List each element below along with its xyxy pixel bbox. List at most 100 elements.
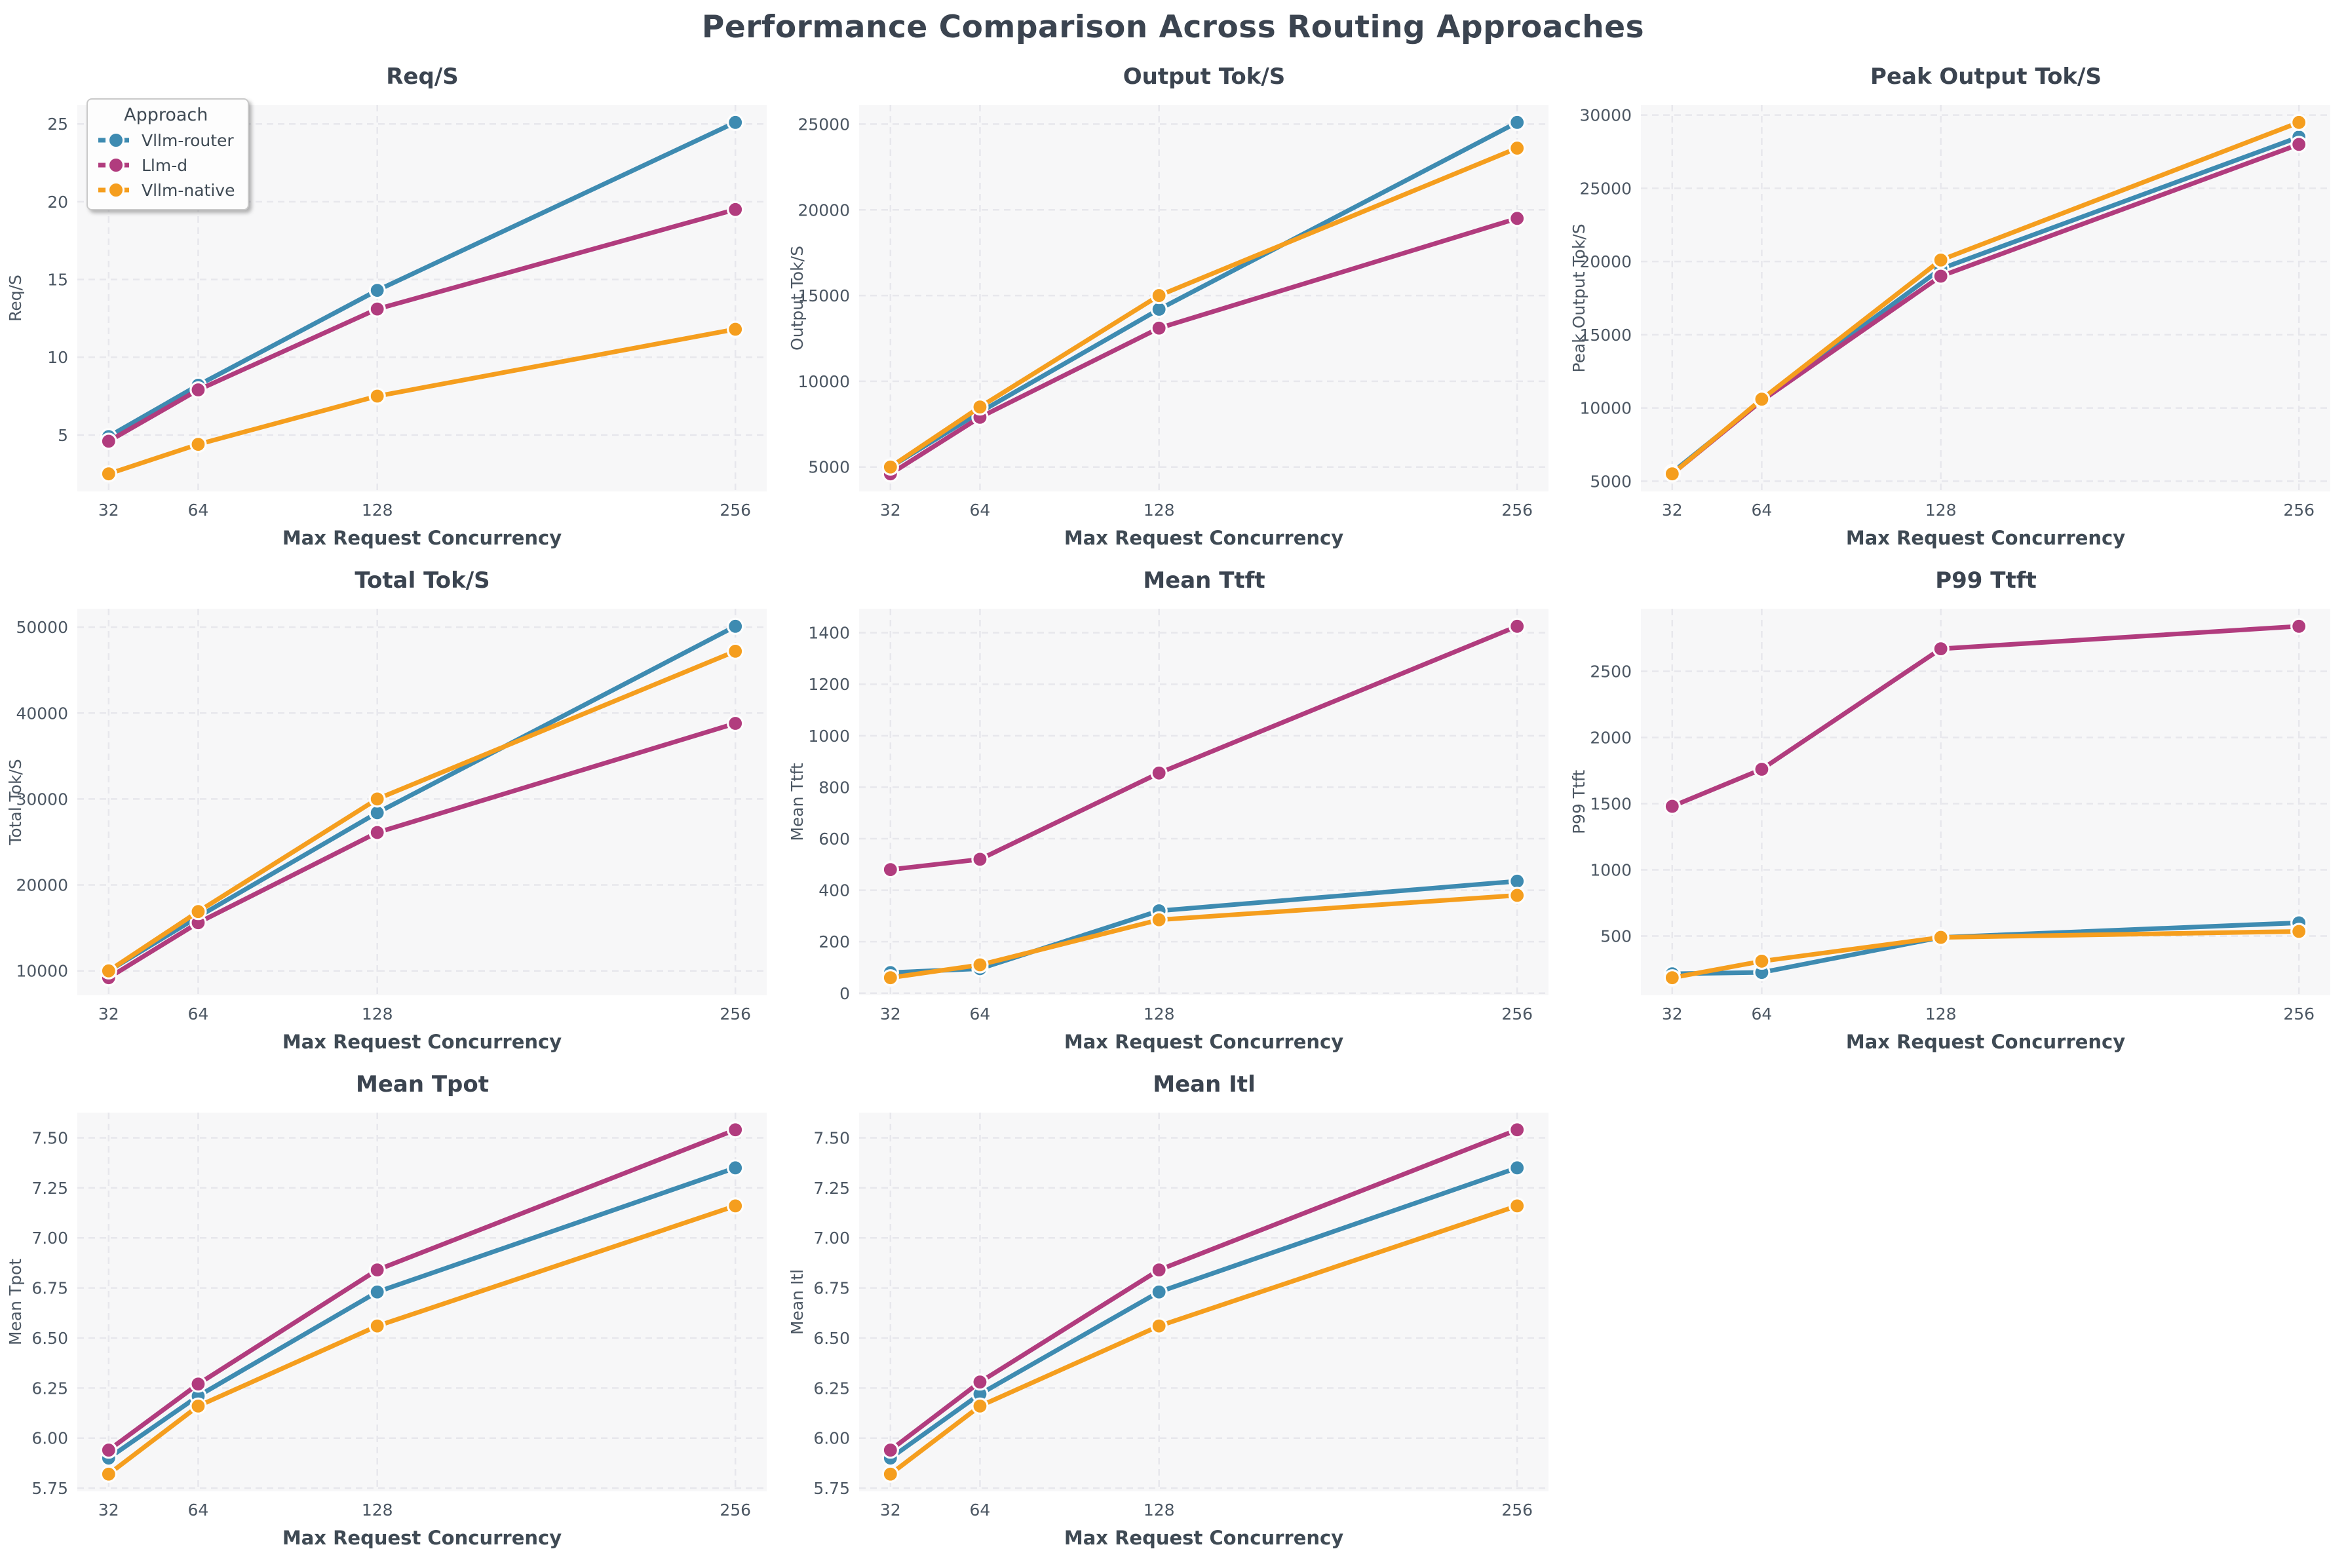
chart-title: Output Tok/S — [1123, 64, 1286, 90]
svg-text:30000: 30000 — [16, 790, 68, 809]
data-point — [727, 320, 744, 338]
svg-text:6.50: 6.50 — [813, 1329, 850, 1348]
legend-item-vllm-router: Vllm-router — [97, 128, 235, 153]
svg-text:7.50: 7.50 — [813, 1128, 850, 1147]
gridlines — [1641, 105, 2330, 491]
data-point — [881, 1465, 899, 1483]
svg-text:1000: 1000 — [1590, 861, 1632, 880]
plot-area — [859, 609, 1548, 995]
svg-text:64: 64 — [1752, 501, 1773, 520]
tick-labels: 32 64 128 256 5000 10000 15000 20000 25000 — [798, 115, 1533, 520]
series-vllm-native — [100, 1197, 744, 1483]
svg-text:256: 256 — [720, 1501, 751, 1520]
svg-text:128: 128 — [1144, 1501, 1175, 1520]
svg-text:6.75: 6.75 — [31, 1279, 68, 1298]
svg-text:25000: 25000 — [798, 115, 850, 134]
chart-mean-ttft: Mean Ttft 32 64 128 256 0 200 400 600 800 1000 120… — [782, 559, 1564, 1063]
svg-text:64: 64 — [1752, 1004, 1773, 1023]
svg-text:64: 64 — [188, 501, 209, 520]
data-point — [100, 432, 117, 450]
svg-text:10: 10 — [47, 348, 68, 367]
svg-text:32: 32 — [880, 1004, 901, 1023]
svg-text:32: 32 — [1662, 1004, 1683, 1023]
svg-text:64: 64 — [188, 1501, 209, 1520]
svg-text:25000: 25000 — [1579, 179, 1632, 198]
series-vllm-native — [100, 642, 744, 980]
svg-text:5000: 5000 — [1590, 472, 1632, 491]
svg-text:20000: 20000 — [798, 201, 850, 220]
data-point — [971, 1397, 989, 1415]
data-point — [189, 1397, 207, 1415]
data-point — [189, 381, 207, 399]
svg-text:400: 400 — [818, 881, 850, 900]
legend-label-vllm-router: Vllm-router — [142, 130, 234, 150]
x-axis-label: Max Request Concurrency — [1064, 1031, 1343, 1053]
chart-grid: Req/S 32 64 128 256 5 10 15 20 25 Max Request Con… — [0, 55, 2345, 1567]
legend-item-llm-d: Llm-d — [97, 153, 235, 178]
svg-text:7.00: 7.00 — [31, 1229, 68, 1248]
data-point — [1663, 465, 1681, 483]
data-point — [727, 1197, 744, 1215]
vllm-router-marker-icon — [98, 132, 134, 149]
svg-text:32: 32 — [98, 1501, 119, 1520]
svg-text:20000: 20000 — [1579, 252, 1632, 271]
svg-text:6.00: 6.00 — [31, 1429, 68, 1448]
svg-text:10000: 10000 — [798, 372, 850, 391]
chart-title: Mean Tpot — [355, 1071, 490, 1098]
svg-text:10000: 10000 — [1579, 399, 1632, 418]
series-vllm-native — [881, 139, 1526, 476]
chart-peak-output-tok-s: Peak Output Tok/S 32 64 128 256 5000 10000 150… — [1564, 55, 2345, 559]
gridlines — [859, 609, 1548, 995]
svg-text:32: 32 — [98, 501, 119, 520]
svg-text:20: 20 — [47, 193, 68, 212]
svg-text:7.25: 7.25 — [813, 1179, 850, 1198]
data-point — [100, 1465, 117, 1483]
data-point — [1509, 113, 1526, 131]
svg-text:10000: 10000 — [16, 962, 68, 981]
svg-text:7.50: 7.50 — [31, 1128, 68, 1147]
llm-d-marker-icon — [98, 157, 134, 174]
svg-text:25: 25 — [47, 115, 68, 134]
x-axis-label: Max Request Concurrency — [282, 1527, 562, 1549]
data-point — [1509, 210, 1526, 227]
svg-text:5.75: 5.75 — [813, 1479, 850, 1498]
data-point — [1509, 872, 1526, 890]
data-point — [727, 1121, 744, 1139]
series-llm-d — [100, 201, 744, 450]
data-point — [971, 956, 989, 974]
svg-text:2500: 2500 — [1590, 662, 1632, 681]
svg-text:600: 600 — [818, 830, 850, 849]
data-point — [1150, 1317, 1168, 1335]
data-point — [1932, 267, 1950, 285]
output-tok-s-plot: 32 64 128 256 5000 10000 15000 20000 25000 Max Re… — [788, 105, 1548, 549]
data-point — [881, 1441, 899, 1459]
data-point — [727, 201, 744, 218]
data-point — [2290, 923, 2308, 940]
series-llm-d — [1663, 617, 2308, 815]
data-point — [727, 113, 744, 131]
data-point — [368, 1261, 386, 1279]
data-point — [1150, 1283, 1168, 1301]
chart-p99-ttft: P99 Ttft 32 64 128 256 500 1000 1500 2000 2500 Ma… — [1564, 559, 2345, 1063]
svg-text:20000: 20000 — [16, 876, 68, 895]
series-llm-d — [881, 1121, 1526, 1459]
svg-text:5.75: 5.75 — [31, 1479, 68, 1498]
svg-text:1200: 1200 — [808, 675, 850, 694]
svg-text:0: 0 — [839, 984, 850, 1003]
data-point — [368, 300, 386, 318]
tick-labels: 32 64 128 256 0 200 400 600 800 1000 1200 1400 — [808, 624, 1533, 1023]
x-axis-label: Max Request Concurrency — [282, 527, 562, 549]
y-axis-label: Mean Itl — [788, 1269, 807, 1335]
data-point — [368, 1317, 386, 1335]
svg-text:2000: 2000 — [1590, 729, 1632, 748]
data-point — [1663, 969, 1681, 987]
svg-text:128: 128 — [1144, 501, 1175, 520]
data-point — [971, 851, 989, 868]
data-point — [100, 962, 117, 980]
data-point — [1150, 764, 1168, 782]
x-axis-label: Max Request Concurrency — [1846, 527, 2125, 549]
series-vllm-native — [100, 320, 744, 483]
svg-text:128: 128 — [1925, 1004, 1957, 1023]
p99-ttft-plot: 32 64 128 256 500 1000 1500 2000 2500 Max Request… — [1569, 609, 2330, 1053]
